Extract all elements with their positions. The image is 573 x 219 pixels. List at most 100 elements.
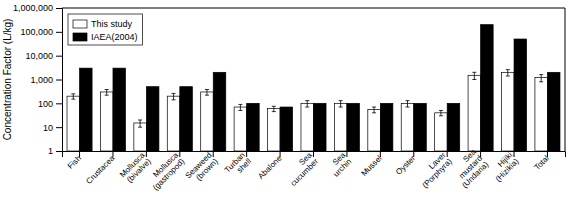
x-tick: Turbanshell (223, 150, 253, 180)
bar (201, 92, 214, 151)
x-tick: Mollusca(gastropod) (145, 150, 187, 192)
x-tick: Oyster (394, 151, 417, 177)
bar (113, 68, 126, 151)
x-tick: Seamustard(Undaria) (448, 147, 491, 190)
x-tick-label: Mollusca(gastropod) (145, 150, 187, 192)
x-tick-mark (480, 151, 481, 157)
y-tick-label: 100,000 (20, 27, 53, 37)
y-tick: 10 (43, 123, 62, 133)
y-axis-title: Concentration Factor (L/kg) (2, 19, 13, 141)
x-tick-label: Turbanshell (223, 150, 253, 180)
x-tick-label: Seaurchin (325, 150, 353, 178)
x-tick-mark (112, 151, 113, 157)
x-tick-mark (380, 151, 381, 157)
bar (414, 103, 427, 151)
bar (535, 78, 548, 151)
x-tick-mark (213, 151, 214, 157)
x-tick: Seaurchin (325, 150, 353, 178)
bar (180, 87, 193, 151)
x-tick-label-line: Oyster (394, 153, 417, 176)
x-tick-mark (514, 151, 515, 157)
y-tick: 10,000 (25, 51, 62, 61)
x-tick: Total (533, 151, 551, 172)
bar (368, 110, 381, 151)
bar (280, 107, 293, 151)
error-bar (205, 90, 209, 96)
error-bar (472, 72, 476, 79)
legend-item: This study (73, 19, 133, 29)
error-bar (272, 106, 276, 111)
y-tick: 1,000,000 (13, 3, 62, 13)
y-tick-mark (56, 32, 62, 33)
bar (301, 103, 314, 151)
y-tick-mark (56, 80, 62, 81)
x-tick-label-line: Abalone (256, 153, 284, 181)
y-tick-label: 1,000 (30, 75, 53, 85)
legend: This study IAEA(2004) (68, 14, 143, 45)
x-tick-label: Laver(Porphyra) (414, 150, 454, 190)
x-tick: Seaweed(brown) (184, 150, 220, 186)
x-tick-label-line: Mussel (359, 154, 383, 178)
y-tick-mark (56, 103, 62, 104)
x-tick-mark (447, 151, 448, 157)
x-tick: Mollusca(bivalve) (118, 150, 153, 185)
y-tick: 100 (38, 99, 62, 109)
bar (100, 92, 113, 151)
bar (67, 96, 80, 151)
x-tick-label: Seacucumber (283, 150, 321, 188)
y-tick-mark (56, 151, 62, 152)
x-tick: Mussel (359, 151, 383, 178)
y-tick: 1 (48, 146, 62, 156)
y-tick-label: 1 (48, 146, 53, 156)
bar (447, 103, 460, 151)
bar (514, 39, 527, 151)
x-tick-label: Total (533, 154, 551, 172)
x-tick-label: Fish (66, 154, 83, 171)
chart: 1 10 100 1,000 10,000 100,000 1,000,000 FishCru… (0, 0, 573, 219)
x-tick-label-line: Fish (66, 154, 83, 171)
x-tick-label-line: (Undaria) (460, 160, 490, 190)
legend-item: IAEA(2004) (73, 32, 138, 42)
x-tick-label: Seaweed(brown) (184, 150, 220, 186)
x-tick-label-line: urchin (332, 157, 354, 179)
bar (347, 103, 360, 151)
legend-swatch (73, 33, 87, 41)
error-bar (71, 94, 75, 99)
x-tick-label: Hijiki(Hizikia) (488, 150, 521, 183)
x-tick: Abalone (256, 151, 284, 181)
x-tick-label-line: (gastropod) (151, 157, 187, 193)
error-bar (138, 120, 142, 127)
y-axis: 1 10 100 1,000 10,000 100,000 1,000,000 (13, 3, 63, 156)
x-tick: Fish (66, 151, 83, 171)
bar (481, 25, 494, 151)
x-tick-label-line: (Hizikia) (494, 157, 521, 184)
x-tick-mark (179, 151, 180, 157)
error-bars (71, 70, 543, 128)
y-tick-label: 10,000 (25, 51, 53, 61)
legend-frame (68, 14, 143, 45)
bar (547, 72, 560, 151)
bar (314, 103, 327, 151)
bar (146, 87, 159, 151)
bar (380, 103, 393, 151)
x-tick-label: Oyster (394, 153, 417, 176)
legend-swatch (73, 20, 87, 28)
x-axis: FishCrustaceaMollusca(bivalve)Mollusca(g… (63, 147, 566, 192)
legend-label: IAEA(2004) (91, 32, 138, 42)
y-tick-mark (56, 56, 62, 57)
x-tick-label-line: (Porphyra) (421, 157, 454, 190)
x-tick-label-line: Total (533, 154, 551, 172)
bar (501, 72, 514, 151)
bar (234, 107, 247, 151)
error-bar (305, 101, 309, 107)
bar-series (67, 70, 547, 151)
error-bar (339, 101, 343, 107)
x-tick-mark (413, 151, 414, 157)
x-tick-label-line: (brown) (194, 157, 220, 183)
error-bar (506, 70, 510, 76)
x-tick-label: Mussel (359, 154, 383, 178)
error-bar (405, 101, 409, 107)
bar (213, 72, 226, 151)
bar (247, 103, 260, 151)
x-tick-mark (146, 151, 147, 157)
